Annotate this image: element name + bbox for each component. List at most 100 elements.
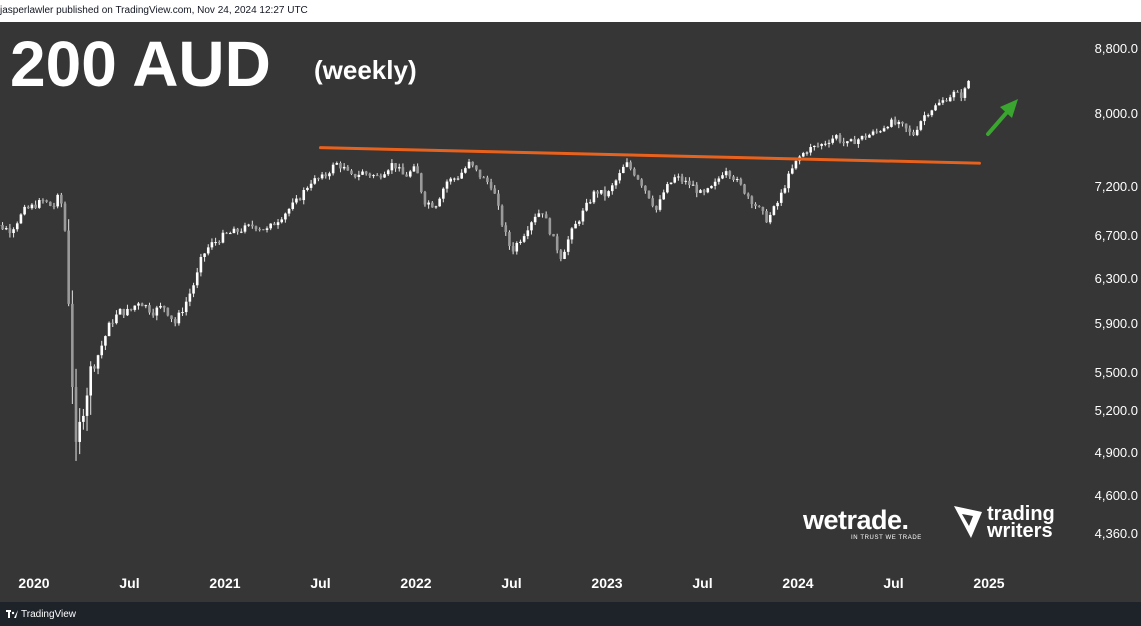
x-tick-label: 2024 <box>782 575 813 591</box>
candle-body <box>394 163 397 169</box>
candle <box>74 368 78 461</box>
candle-body <box>956 91 959 93</box>
candle-body <box>592 191 596 203</box>
candle <box>732 175 735 182</box>
candle-body <box>783 188 787 193</box>
candle <box>533 213 537 226</box>
chart-title: 200 AUD <box>10 28 271 100</box>
candle-body <box>820 144 823 146</box>
candle <box>787 171 790 193</box>
candle-body <box>460 172 463 179</box>
candle-body <box>691 184 695 186</box>
candle-body <box>221 232 225 243</box>
candle <box>548 217 552 236</box>
candle-body <box>287 208 291 214</box>
candle-body <box>926 115 930 117</box>
candle <box>431 201 434 208</box>
candle-body <box>199 256 203 273</box>
candle-body <box>647 190 651 199</box>
trading-writers-line2: writers <box>987 520 1053 542</box>
candle-body <box>754 203 757 207</box>
candle-body <box>269 223 272 229</box>
resistance-trendline <box>319 146 981 165</box>
candle <box>662 189 666 200</box>
candle-body <box>254 226 258 230</box>
candle <box>23 204 26 216</box>
candle-body <box>214 242 217 244</box>
candle <box>265 226 269 233</box>
candle-body <box>765 210 768 223</box>
candle <box>853 135 857 145</box>
candle <box>346 165 350 171</box>
tradingview-brand[interactable]: TradingView <box>6 609 76 620</box>
candle <box>912 129 915 137</box>
candle-body <box>247 224 250 226</box>
candle <box>566 236 570 256</box>
candle-body <box>100 345 104 356</box>
candle-body <box>423 192 427 205</box>
candle-body <box>225 232 228 234</box>
candle-body <box>63 203 67 231</box>
candle-body <box>276 222 280 226</box>
candle-body <box>170 315 173 320</box>
candle <box>232 226 236 234</box>
candle <box>622 164 625 174</box>
wetrade-tagline: IN TRUST WE TRADE <box>851 535 922 541</box>
candle-body <box>144 305 148 307</box>
candle-body <box>375 175 379 177</box>
candle <box>779 189 783 206</box>
candle-body <box>192 285 195 294</box>
candle <box>144 304 148 309</box>
x-tick-label: 2023 <box>591 575 622 591</box>
candle-body <box>232 228 236 234</box>
candle <box>236 227 239 235</box>
candle <box>882 125 886 132</box>
candle-body <box>184 301 188 313</box>
candle-body <box>162 305 166 308</box>
candle <box>41 198 45 204</box>
candle-body <box>159 305 162 308</box>
candle <box>273 221 276 226</box>
candle-body <box>805 152 809 154</box>
candle <box>137 301 140 310</box>
candle-body <box>482 177 486 179</box>
candle <box>618 169 621 184</box>
candle <box>493 185 497 194</box>
candle <box>640 178 643 188</box>
candle <box>511 242 515 255</box>
candle-body <box>1 225 4 230</box>
candle-body <box>85 395 89 416</box>
x-axis: 2020 Jul 2021 Jul 2022 Jul 2023 Jul 2024 Jul 2025 <box>18 575 1004 591</box>
candle <box>34 200 37 209</box>
candle <box>816 142 820 148</box>
candle <box>427 200 430 209</box>
candle-body <box>497 193 500 206</box>
y-tick-label: 5,200.0 <box>1095 403 1138 418</box>
publisher-bar: jasperlawler published on TradingView.co… <box>0 0 1141 22</box>
candle <box>173 317 177 327</box>
candle <box>254 225 258 232</box>
candle-body <box>677 176 680 178</box>
candle <box>669 182 673 185</box>
candle <box>724 167 728 178</box>
candle-body <box>923 115 926 122</box>
candles-layer <box>0 80 970 461</box>
candle <box>37 197 41 209</box>
candle-body <box>284 213 287 220</box>
publisher-text: jasperlawler published on TradingView.co… <box>0 5 308 16</box>
candle-body <box>78 421 81 442</box>
candle-body <box>273 223 276 226</box>
candle <box>408 169 412 178</box>
candle <box>386 169 390 176</box>
candle <box>765 209 768 223</box>
candle-body <box>346 166 350 171</box>
candle-body <box>860 135 864 140</box>
candle-body <box>522 236 526 242</box>
candle <box>500 204 504 228</box>
candle <box>12 227 15 238</box>
candle-body <box>431 202 434 208</box>
tradingview-footer: TradingView <box>0 602 1141 626</box>
candle-body <box>544 214 548 219</box>
